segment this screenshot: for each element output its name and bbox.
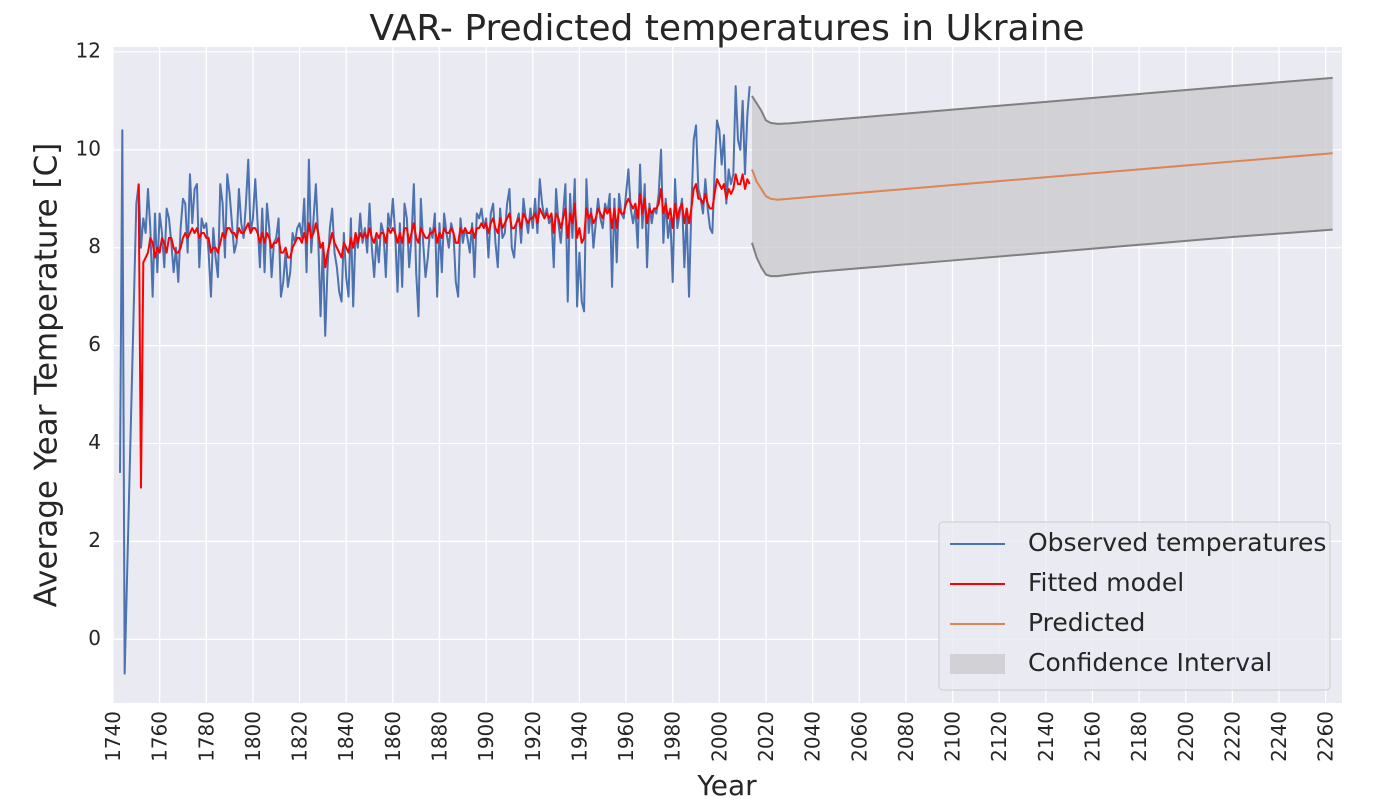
confidence-bound-lower xyxy=(751,228,1333,278)
x-tick-label: 1920 xyxy=(521,711,545,762)
y-tick-label: 10 xyxy=(76,136,101,160)
y-axis-label: Average Year Temperature [C] xyxy=(29,143,65,608)
x-tick-label: 1760 xyxy=(148,711,172,762)
x-tick-label: 1900 xyxy=(474,711,498,762)
x-tick-label: 2120 xyxy=(987,711,1011,762)
x-tick-label: 1940 xyxy=(567,711,591,762)
confidence-bound-upper xyxy=(751,76,1333,125)
legend: Observed temperatures Fitted model Predict… xyxy=(938,521,1331,691)
x-tick-label: 2000 xyxy=(707,711,731,762)
x-tick-label: 2180 xyxy=(1127,711,1151,762)
y-tick-label: 0 xyxy=(88,626,101,650)
x-tick-label: 1860 xyxy=(381,711,405,762)
x-axis-label: Year xyxy=(696,769,757,800)
x-tick-label: 2160 xyxy=(1080,711,1104,762)
x-tick-label: 2260 xyxy=(1314,711,1338,762)
legend-label: Observed temperatures xyxy=(1028,528,1326,557)
series-line xyxy=(751,152,1333,201)
x-tick-label: 1880 xyxy=(427,711,451,762)
chart-title: VAR- Predicted temperatures in Ukraine xyxy=(369,8,1084,49)
legend-swatch xyxy=(950,654,1005,674)
x-tick-label: 2140 xyxy=(1034,711,1058,762)
x-tick-label: 2220 xyxy=(1220,711,1244,762)
x-tick-label: 2100 xyxy=(941,711,965,762)
x-tick-label: 2060 xyxy=(847,711,871,762)
x-tick-label: 1780 xyxy=(194,711,218,762)
y-tick-label: 6 xyxy=(88,332,101,356)
x-tick-label: 2020 xyxy=(754,711,778,762)
x-tick-label: 2040 xyxy=(801,711,825,762)
series-line xyxy=(137,173,751,489)
x-tick-label: 1980 xyxy=(661,711,685,762)
y-tick-label: 4 xyxy=(88,430,101,454)
plot-layer xyxy=(119,76,1333,675)
x-tick-label: 1800 xyxy=(241,711,265,762)
legend-box xyxy=(938,521,1331,691)
y-tick-label: 12 xyxy=(76,38,101,62)
x-tick-label: 2240 xyxy=(1267,711,1291,762)
legend-label: Confidence Interval xyxy=(1028,648,1272,677)
y-tick-label: 8 xyxy=(88,234,101,258)
x-tick-label: 1820 xyxy=(288,711,312,762)
x-tick-label: 2200 xyxy=(1174,711,1198,762)
x-tick-label: 1740 xyxy=(101,711,125,762)
x-tick-label: 1840 xyxy=(334,711,358,762)
y-tick-label: 2 xyxy=(88,528,101,552)
x-tick-label: 1960 xyxy=(614,711,638,762)
x-tick-label: 2080 xyxy=(894,711,918,762)
legend-label: Fitted model xyxy=(1028,568,1184,597)
ticks: 1740 1760 1780 1800 1820 1840 1860 1880 1900 1920… xyxy=(76,38,1338,762)
legend-label: Predicted xyxy=(1028,608,1145,637)
